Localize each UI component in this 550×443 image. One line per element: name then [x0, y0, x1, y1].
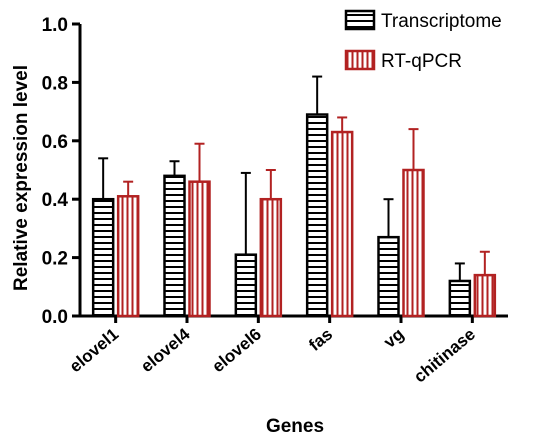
- error-bars-layer: [98, 75, 490, 281]
- bar-transcriptome-elovel6: [234, 253, 258, 318]
- bar-rt-qpcr-chitinase: [473, 273, 497, 318]
- y-tick-label: 0.4: [42, 190, 69, 211]
- x-axis-title: Genes: [266, 416, 324, 437]
- legend-swatch: [344, 9, 376, 31]
- y-tick-label: 0.0: [42, 307, 68, 328]
- bar-transcriptome-vg: [377, 235, 400, 318]
- x-tick-label-fas: fas: [305, 325, 336, 355]
- x-tick-labels: elovel1 elovel4 elovel6 fas vg chitinase: [66, 324, 479, 386]
- legend-label: Transcriptome: [381, 11, 502, 32]
- y-tick-label: 1.0: [42, 15, 68, 36]
- bar-rt-qpcr-elovel4: [188, 180, 211, 318]
- bar-transcriptome-chitinase: [448, 279, 472, 318]
- bar-transcriptome-fas: [305, 113, 329, 318]
- bar-transcriptome-elovel1: [91, 197, 115, 318]
- legend-swatch: [344, 49, 376, 71]
- bar-rt-qpcr-fas: [330, 130, 354, 318]
- y-tick-labels: 0.0 0.2 0.4 0.6 0.8 1.0: [42, 15, 69, 328]
- y-tick-label: 0.2: [42, 249, 68, 270]
- y-tick-label: 0.6: [42, 132, 68, 153]
- y-axis-title: Relative expression level: [11, 65, 32, 291]
- bar-rt-qpcr-elovel1: [116, 195, 140, 318]
- bar-transcriptome-elovel4: [163, 174, 186, 318]
- axes: [72, 22, 508, 323]
- bar-rt-qpcr-vg: [402, 168, 425, 318]
- x-tick-label-elovel6: elovel6: [209, 325, 265, 377]
- bar-rt-qpcr-elovel6: [259, 197, 283, 318]
- x-tick-label-vg: vg: [380, 325, 407, 352]
- bars-layer: [91, 113, 497, 318]
- x-tick-label-elovel4: elovel4: [137, 324, 194, 376]
- y-tick-label: 0.8: [42, 73, 68, 94]
- legend: Transcriptome RT-qPCR: [344, 9, 502, 72]
- x-tick-label-chitinase: chitinase: [410, 325, 479, 387]
- legend-label: RT-qPCR: [381, 51, 462, 72]
- x-tick-label-elovel1: elovel1: [66, 325, 122, 377]
